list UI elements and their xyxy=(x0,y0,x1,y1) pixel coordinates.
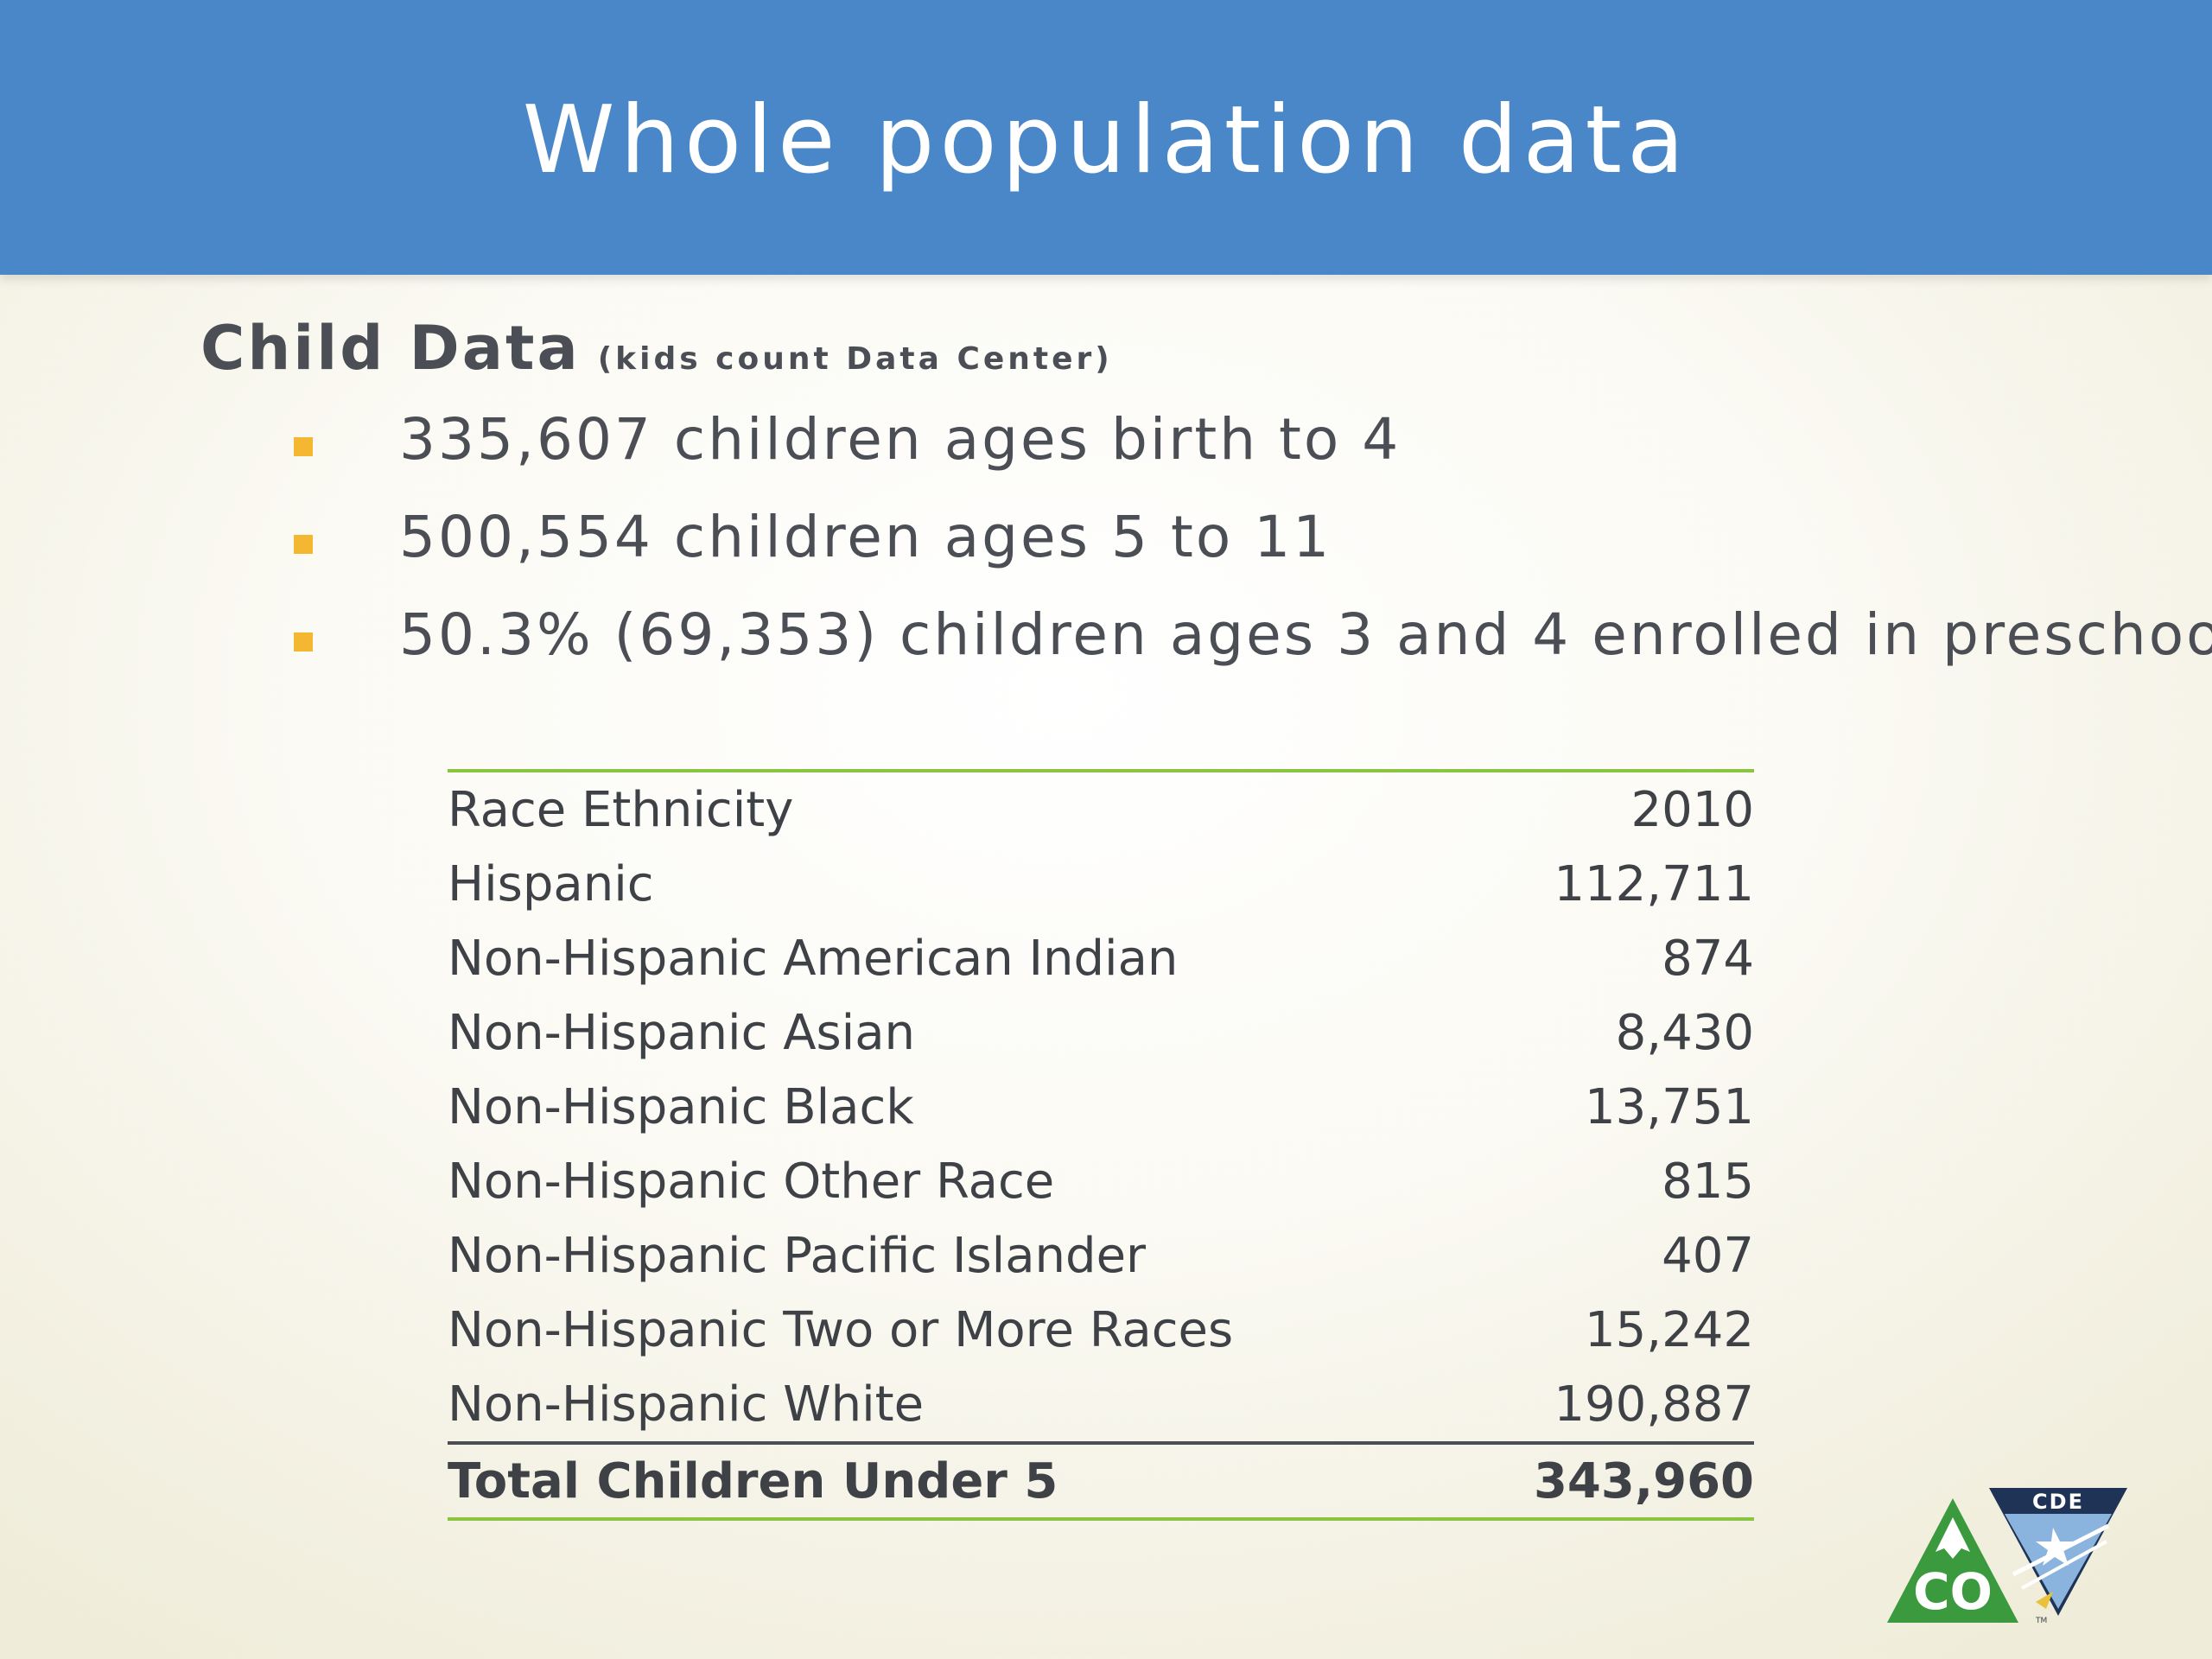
table-row: Non-Hispanic Pacific Islander 407 xyxy=(448,1218,1754,1293)
bullet-text: 335,607 children ages birth to 4 xyxy=(399,406,1402,473)
table-header-row: Race Ethnicity 2010 xyxy=(448,772,1754,847)
total-value: 343,960 xyxy=(1533,1452,1754,1510)
row-label: Non-Hispanic American Indian xyxy=(448,930,1179,987)
table-row: Non-Hispanic Other Race 815 xyxy=(448,1144,1754,1218)
row-value: 190,887 xyxy=(1554,1376,1754,1433)
cde-shield-icon: CDE xyxy=(1989,1488,2127,1616)
slide-title: Whole population data xyxy=(522,86,1690,194)
column-header-year: 2010 xyxy=(1630,781,1754,838)
row-label: Non-Hispanic Pacific Islander xyxy=(448,1227,1147,1284)
table-row: Non-Hispanic White 190,887 xyxy=(448,1367,1754,1441)
bullet-square-icon xyxy=(294,535,313,554)
table-total-row: Total Children Under 5 343,960 xyxy=(448,1441,1754,1521)
column-header-label: Race Ethnicity xyxy=(448,781,794,838)
title-bar: Whole population data xyxy=(0,0,2212,275)
row-value: 8,430 xyxy=(1615,1004,1754,1061)
bullet-text: 50.3% (69,353) children ages 3 and 4 enr… xyxy=(399,601,2212,668)
bullet-text: 500,554 children ages 5 to 11 xyxy=(399,504,1332,570)
row-value: 874 xyxy=(1662,930,1754,987)
bullet-square-icon xyxy=(294,437,313,456)
logo-co-text: CO xyxy=(1913,1562,1993,1621)
row-label: Non-Hispanic Other Race xyxy=(448,1153,1055,1210)
table-row: Non-Hispanic Two or More Races 15,242 xyxy=(448,1293,1754,1367)
row-value: 13,751 xyxy=(1585,1078,1754,1135)
row-value: 407 xyxy=(1662,1227,1754,1284)
colorado-cde-logo: CO CDE TM xyxy=(1887,1488,2127,1625)
row-label: Non-Hispanic Asian xyxy=(448,1004,916,1061)
table-row: Non-Hispanic American Indian 874 xyxy=(448,921,1754,995)
table-row: Non-Hispanic Black 13,751 xyxy=(448,1070,1754,1144)
row-value: 15,242 xyxy=(1585,1301,1754,1358)
logo-cde-text: CDE xyxy=(2032,1490,2084,1514)
row-label: Non-Hispanic White xyxy=(448,1376,925,1433)
section-heading-source: (kids count Data Center) xyxy=(597,341,1113,377)
row-value: 815 xyxy=(1662,1153,1754,1210)
section-heading-main: Child Data xyxy=(200,313,581,384)
row-value: 112,711 xyxy=(1554,855,1754,912)
section-heading: Child Data (kids count Data Center) xyxy=(200,313,1113,384)
bullet-square-icon xyxy=(294,632,313,652)
logo-tm-text: TM xyxy=(2035,1617,2047,1625)
row-label: Hispanic xyxy=(448,855,654,912)
total-label: Total Children Under 5 xyxy=(448,1452,1058,1510)
race-ethnicity-table: Race Ethnicity 2010 Hispanic 112,711 Non… xyxy=(448,769,1754,1521)
table-row: Hispanic 112,711 xyxy=(448,847,1754,921)
row-label: Non-Hispanic Two or More Races xyxy=(448,1301,1234,1358)
co-triangle-icon: CO xyxy=(1887,1498,2018,1623)
table-row: Non-Hispanic Asian 8,430 xyxy=(448,995,1754,1070)
row-label: Non-Hispanic Black xyxy=(448,1078,914,1135)
